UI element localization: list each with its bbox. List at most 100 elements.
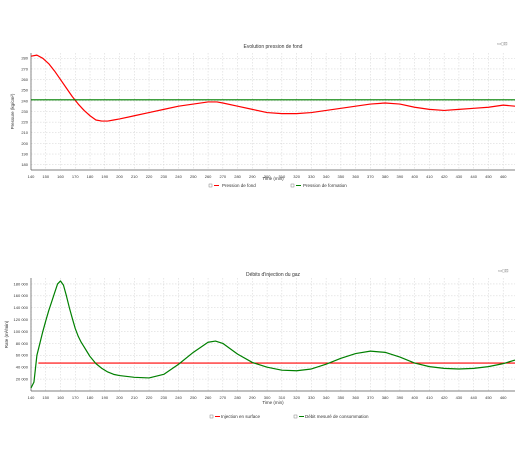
x-tick-label: 450: [485, 395, 492, 400]
x-tick-label: 310: [279, 174, 286, 179]
x-tick-label: 260: [205, 174, 212, 179]
x-tick-label: 280: [234, 174, 241, 179]
x-tick-label: 320: [293, 174, 300, 179]
x-tick-label: 390: [397, 174, 404, 179]
x-tick-label: 420: [441, 395, 448, 400]
legend-label: Pression de formation: [303, 183, 347, 188]
x-tick-label: 300: [264, 395, 271, 400]
y-axis-title: Pressure (kg/cm²): [10, 93, 15, 129]
x-tick-label: 370: [367, 395, 374, 400]
x-tick-label: 340: [323, 395, 330, 400]
y-tick-label: 40 000: [16, 365, 29, 370]
x-tick-label: 360: [352, 174, 359, 179]
x-tick-label: 270: [219, 174, 226, 179]
x-tick-label: 360: [352, 395, 359, 400]
x-tick-label: 430: [456, 174, 463, 179]
x-tick-label: 180: [87, 395, 94, 400]
legend-checkbox: [208, 183, 213, 188]
x-tick-label: 210: [131, 395, 138, 400]
y-tick-label: 140 000: [14, 305, 29, 310]
x-tick-label: 320: [293, 395, 300, 400]
y-tick-label: 200: [21, 141, 28, 146]
x-tick-label: 450: [485, 174, 492, 179]
y-tick-label: 180 000: [14, 281, 29, 286]
x-axis-title: Time (min): [262, 400, 284, 405]
legend-label: Débit mesuré de consommation: [305, 414, 369, 419]
y-tick-label: 20 000: [16, 377, 29, 382]
x-tick-label: 350: [338, 174, 345, 179]
x-tick-label: 330: [308, 395, 315, 400]
series-line-1: [30, 54, 516, 122]
x-tick-label: 460: [500, 174, 507, 179]
x-tick-label: 260: [205, 395, 212, 400]
y-tick-label: 80 000: [16, 341, 29, 346]
x-tick-label: 350: [338, 395, 345, 400]
x-tick-label: 240: [175, 395, 182, 400]
toolbar-icons: ▭▯⊡: [498, 268, 509, 273]
x-tick-label: 230: [160, 174, 167, 179]
y-tick-label: 240: [21, 98, 28, 103]
x-tick-label: 430: [456, 395, 463, 400]
x-tick-label: 190: [101, 395, 108, 400]
x-tick-label: 380: [382, 174, 389, 179]
y-tick-label: 60 000: [16, 353, 29, 358]
y-tick-label: 280: [21, 56, 28, 61]
x-tick-label: 140: [28, 174, 35, 179]
y-tick-label: 260: [21, 77, 28, 82]
x-tick-label: 440: [470, 395, 477, 400]
x-tick-label: 290: [249, 174, 256, 179]
x-tick-label: 200: [116, 174, 123, 179]
x-tick-label: 370: [367, 174, 374, 179]
x-tick-label: 340: [323, 174, 330, 179]
y-tick-label: 180: [21, 162, 28, 167]
x-tick-label: 410: [426, 395, 433, 400]
x-tick-label: 460: [500, 395, 507, 400]
y-tick-label: 160 000: [14, 293, 29, 298]
x-tick-label: 250: [190, 174, 197, 179]
legend-label: Injection en surface: [221, 414, 261, 419]
y-tick-label: 210: [21, 130, 28, 135]
x-tick-label: 420: [441, 174, 448, 179]
y-tick-label: 250: [21, 88, 28, 93]
x-tick-label: 210: [131, 174, 138, 179]
x-tick-label: 390: [397, 395, 404, 400]
legend-label: Pression de fond: [222, 183, 256, 188]
x-tick-label: 170: [72, 174, 79, 179]
y-tick-label: 220: [21, 120, 28, 125]
series-line-2: [30, 280, 516, 389]
chart-1: Evolution pression de fond ▭▯⊡ 140 150 160 17…: [10, 41, 516, 188]
x-tick-label: 400: [411, 174, 418, 179]
legend-checkbox: [293, 414, 298, 419]
x-axis-title: Time (min): [262, 176, 284, 181]
x-tick-label: 150: [42, 174, 49, 179]
y-tick-label: 270: [21, 66, 28, 71]
x-tick-label: 410: [426, 174, 433, 179]
x-tick-label: 140: [28, 395, 35, 400]
chart-2: Débits d'injection du gaz ▭▯⊡ 140 150 160 170…: [4, 268, 516, 419]
x-tick-label: 380: [382, 395, 389, 400]
legend-checkbox: [209, 414, 214, 419]
x-tick-label: 180: [87, 174, 94, 179]
x-tick-label: 330: [308, 174, 315, 179]
x-tick-label: 190: [101, 174, 108, 179]
x-tick-label: 230: [160, 395, 167, 400]
x-tick-label: 150: [42, 395, 49, 400]
chart-title: Evolution pression de fond: [244, 44, 303, 50]
chart-title: Débits d'injection du gaz: [246, 272, 301, 278]
x-tick-label: 300: [264, 174, 271, 179]
toolbar-icons: ▭▯⊡: [497, 41, 508, 46]
x-tick-label: 280: [234, 395, 241, 400]
y-tick-label: 230: [21, 109, 28, 114]
x-tick-label: 220: [146, 174, 153, 179]
y-axis-title: Rate (m³/min): [4, 320, 9, 348]
legend-checkbox: [290, 183, 295, 188]
x-tick-label: 200: [116, 395, 123, 400]
x-tick-label: 220: [146, 395, 153, 400]
x-tick-label: 310: [279, 395, 286, 400]
x-tick-label: 400: [411, 395, 418, 400]
x-tick-label: 440: [470, 174, 477, 179]
y-tick-label: 100 000: [14, 329, 29, 334]
x-tick-label: 290: [249, 395, 256, 400]
x-tick-label: 240: [175, 174, 182, 179]
